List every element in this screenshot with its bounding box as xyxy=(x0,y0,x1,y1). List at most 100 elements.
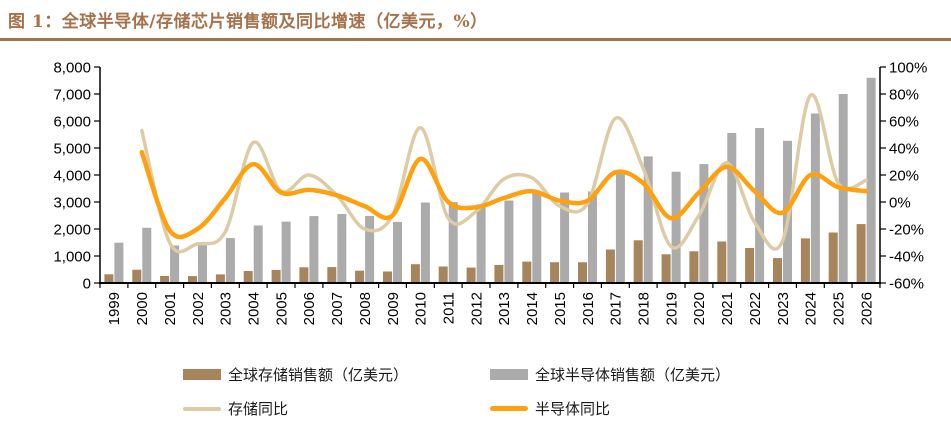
bar-memory-2021 xyxy=(717,241,727,283)
bar-memory-2018 xyxy=(633,240,643,283)
figure-title: 图 1：全球半导体/存储芯片销售额及同比增速（亿美元，%） xyxy=(8,12,488,32)
bar-memory-2000 xyxy=(132,269,142,283)
x-label-2010: 2010 xyxy=(413,292,430,325)
bar-semiconductor-2018 xyxy=(643,156,653,283)
y-right-label-0%: 0% xyxy=(889,194,911,211)
x-label-2025: 2025 xyxy=(830,292,847,325)
x-label-2012: 2012 xyxy=(468,292,485,325)
bar-memory-2026 xyxy=(856,224,866,283)
bar-semiconductor-2012 xyxy=(476,204,486,283)
chart-legend: 全球存储销售额（亿美元） 全球半导体销售额（亿美元） 存储同比 半导体同比 xyxy=(183,364,883,419)
x-label-2007: 2007 xyxy=(329,292,346,325)
x-label-2006: 2006 xyxy=(301,292,318,325)
y-right-label--20%: -20% xyxy=(889,221,924,238)
x-label-2018: 2018 xyxy=(635,292,652,325)
bar-semiconductor-2017 xyxy=(615,171,625,283)
x-label-2008: 2008 xyxy=(357,292,374,325)
bar-memory-2011 xyxy=(438,266,448,283)
bar-semiconductor-2007 xyxy=(337,214,347,283)
x-label-2011: 2011 xyxy=(440,292,457,324)
legend-item-semiconductor-sales: 全球半导体销售额（亿美元） xyxy=(490,364,883,385)
legend-item-memory-yoy: 存储同比 xyxy=(183,398,490,419)
bar-semiconductor-2026 xyxy=(866,77,876,283)
y-left-label-4,000: 4,000 xyxy=(53,167,91,184)
bar-memory-2013 xyxy=(494,264,504,283)
y-left-label-3,000: 3,000 xyxy=(53,194,91,211)
x-label-2016: 2016 xyxy=(580,292,597,325)
bar-memory-2017 xyxy=(605,249,615,283)
y-left-label-8,000: 8,000 xyxy=(53,59,91,76)
bar-semiconductor-2014 xyxy=(532,192,542,283)
bar-memory-2004 xyxy=(243,271,253,283)
legend-label-memory-yoy: 存储同比 xyxy=(228,400,289,418)
x-label-2019: 2019 xyxy=(663,292,680,325)
bar-semiconductor-2016 xyxy=(588,191,597,283)
bar-memory-2006 xyxy=(299,267,309,283)
x-label-2005: 2005 xyxy=(273,292,290,325)
memory-bar-swatch xyxy=(183,369,221,380)
bar-memory-2023 xyxy=(773,258,782,283)
semiconductor-line-swatch xyxy=(490,406,528,411)
bar-semiconductor-2009 xyxy=(393,221,402,283)
bar-semiconductor-2022 xyxy=(755,128,765,283)
bar-memory-2008 xyxy=(355,270,365,283)
bar-semiconductor-2008 xyxy=(365,215,375,283)
x-label-2014: 2014 xyxy=(524,292,541,325)
bar-semiconductor-2001 xyxy=(170,245,180,283)
y-left-label-6,000: 6,000 xyxy=(53,113,91,130)
y-left-label-0: 0 xyxy=(83,275,91,292)
x-label-2013: 2013 xyxy=(496,292,513,325)
bar-memory-2016 xyxy=(578,262,587,283)
y-left-label-1,000: 1,000 xyxy=(53,248,91,265)
bar-memory-2007 xyxy=(327,267,337,283)
bar-semiconductor-2021 xyxy=(727,132,737,283)
bar-memory-2002 xyxy=(188,276,197,283)
bar-memory-1999 xyxy=(104,274,114,283)
bar-semiconductor-2015 xyxy=(560,192,570,283)
x-label-2026: 2026 xyxy=(858,292,875,325)
line-memory-yoy xyxy=(140,93,868,254)
bar-semiconductor-2000 xyxy=(142,227,152,283)
y-left-label-5,000: 5,000 xyxy=(53,140,91,157)
bar-memory-2019 xyxy=(661,254,671,283)
legend-item-memory-sales: 全球存储销售额（亿美元） xyxy=(183,364,490,385)
bar-semiconductor-2002 xyxy=(198,245,207,283)
y-right-label-80%: 80% xyxy=(889,86,919,103)
bar-semiconductor-2013 xyxy=(504,200,514,283)
x-label-2002: 2002 xyxy=(190,292,207,325)
bar-memory-2001 xyxy=(160,276,170,283)
legend-label-semiconductor-sales: 全球半导体销售额（亿美元） xyxy=(535,366,731,384)
x-label-2024: 2024 xyxy=(803,292,820,325)
bar-semiconductor-2006 xyxy=(309,216,319,283)
x-label-2000: 2000 xyxy=(134,292,151,325)
semiconductor-bar-swatch xyxy=(490,369,528,380)
bar-semiconductor-2010 xyxy=(420,202,430,283)
y-right-label--60%: -60% xyxy=(889,275,924,292)
line-semiconductor-yoy xyxy=(139,149,869,240)
title-divider xyxy=(0,38,951,41)
x-label-2020: 2020 xyxy=(691,292,708,325)
bar-memory-2020 xyxy=(689,251,699,283)
y-right-label-60%: 60% xyxy=(889,113,919,130)
bar-semiconductor-2004 xyxy=(253,225,263,283)
y-right-label--40%: -40% xyxy=(889,248,924,265)
x-label-2009: 2009 xyxy=(385,292,402,325)
x-label-2022: 2022 xyxy=(747,292,764,325)
bar-memory-2003 xyxy=(215,274,225,283)
bar-semiconductor-2005 xyxy=(281,221,291,283)
y-left-label-2,000: 2,000 xyxy=(53,221,91,238)
bar-memory-2022 xyxy=(745,248,755,283)
bar-semiconductor-2020 xyxy=(699,164,709,283)
bar-semiconductor-2003 xyxy=(225,238,235,283)
x-label-2015: 2015 xyxy=(552,292,569,325)
legend-item-semiconductor-yoy: 半导体同比 xyxy=(490,398,883,419)
bar-memory-2005 xyxy=(271,269,281,283)
bar-memory-2025 xyxy=(828,232,838,283)
bar-semiconductor-1999 xyxy=(114,242,124,283)
y-right-label-100%: 100% xyxy=(889,59,927,76)
y-right-label-20%: 20% xyxy=(889,167,919,184)
y-left-label-7,000: 7,000 xyxy=(53,86,91,103)
x-label-1999: 1999 xyxy=(106,292,123,325)
